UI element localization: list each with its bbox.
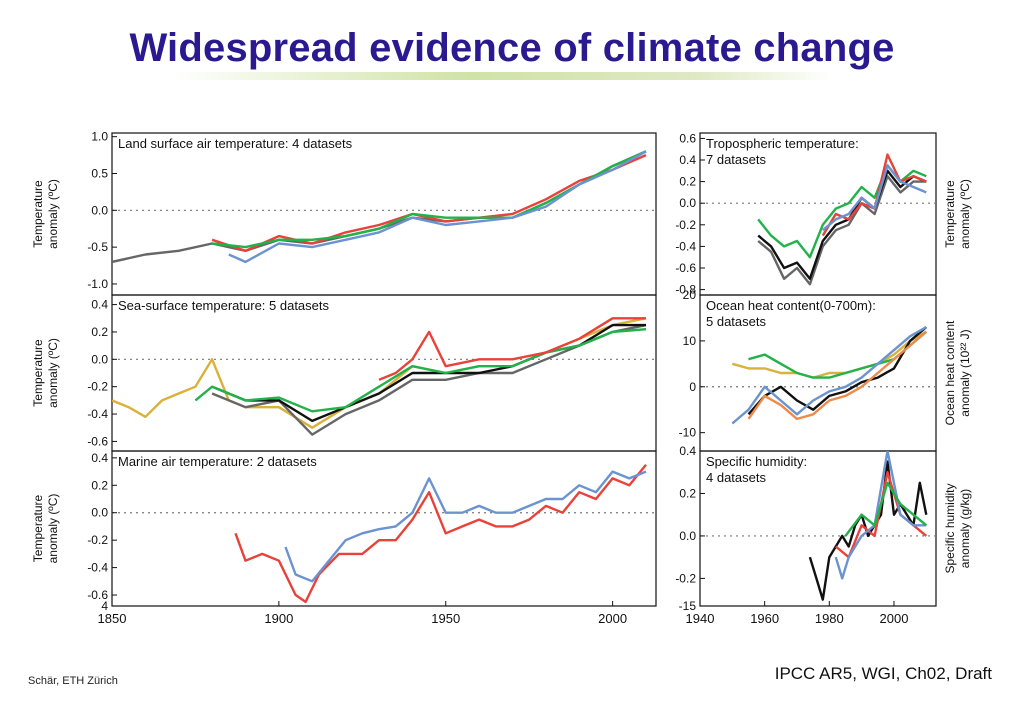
series-line-blue: [284, 470, 647, 583]
title-underline-bar: [172, 72, 832, 80]
panel-title: Marine air temperature: 2 datasets: [118, 454, 317, 469]
y-tick-label: 20: [683, 288, 697, 302]
panel-title: 4 datasets: [706, 470, 766, 485]
y-axis-label: Ocean heat content: [943, 320, 957, 425]
series-line-black: [757, 169, 927, 280]
y-tick-label: 0.0: [91, 203, 108, 217]
y-tick-label: -0.4: [675, 239, 696, 253]
x-tick-label: 1900: [264, 611, 293, 626]
chart-panel-1: 1.0 0.5 0.0 -0.5 -1.0 Land surface air temper…: [31, 130, 657, 296]
panel-title: 5 datasets: [706, 314, 766, 329]
y-tick-label: 0: [689, 380, 696, 394]
series-line-green: [844, 481, 928, 537]
y-tick-label: 0.5: [91, 167, 108, 181]
y-tick-label: -0.4: [87, 561, 108, 575]
series-line-gold: [112, 317, 647, 429]
y-tick-label: -0.8: [675, 283, 696, 297]
x-tick-label: 1980: [815, 611, 844, 626]
source-citation: IPCC AR5, WGI, Ch02, Draft: [774, 664, 992, 683]
series-line-gold: [731, 330, 927, 379]
panel-title: Tropospheric temperature:: [706, 136, 859, 151]
author-credit: Schär, ETH Zürich: [28, 675, 118, 687]
y-axis-label: anomaly (ºC): [46, 179, 60, 249]
y-tick-label: 0.4: [91, 451, 108, 465]
y-tick-label: -0.6: [87, 588, 108, 602]
panel-title: Specific humidity:: [706, 454, 807, 469]
series-line-black: [747, 326, 928, 416]
slide-title: Widespread evidence of climate change: [129, 26, 895, 70]
series-line-orange: [747, 330, 928, 421]
series-line-blue: [731, 326, 927, 425]
series-line-blue: [822, 164, 927, 232]
y-tick-label: -0.2: [87, 533, 108, 547]
y-axis-label: Specific humidity: [943, 483, 957, 573]
series-line-black: [808, 460, 928, 601]
chart-panel-4: 20 10 0 -10 Ocean heat content(0-700m):5 dat…: [679, 288, 972, 452]
y-axis-label: Temperature: [31, 339, 45, 407]
series-line-red: [211, 154, 647, 253]
series-line-red: [378, 317, 646, 381]
y-tick-label: 0.4: [679, 153, 696, 167]
series-line-gray: [112, 150, 647, 264]
panel-title: Land surface air temperature: 4 datasets: [118, 136, 353, 151]
series-line-red: [234, 463, 647, 604]
panel-title: 7 datasets: [706, 152, 766, 167]
series-line-gray: [757, 174, 927, 286]
x-tick-label: 1850: [98, 611, 127, 626]
y-tick-label-extra: -15: [679, 599, 697, 613]
y-axis-label: anomaly (ºC): [958, 179, 972, 249]
series-line-blue: [228, 150, 647, 264]
y-axis-label: anomaly (ºC): [46, 494, 60, 564]
y-tick-label: -0.6: [87, 434, 108, 448]
y-axis-label: Temperature: [31, 180, 45, 248]
y-axis-label: anomaly (10²² J): [958, 329, 972, 416]
plot-frame: [111, 294, 657, 452]
y-axis-label: anomaly (g/kg): [958, 489, 972, 568]
y-axis-label: Temperature: [31, 494, 45, 562]
y-tick-label: 0.0: [91, 506, 108, 520]
y-tick-label: 0.6: [679, 131, 696, 145]
plot-frame: [111, 450, 657, 607]
y-tick-label: -1.0: [87, 277, 108, 291]
y-tick-label: -0.2: [675, 218, 696, 232]
y-tick-label: 0.2: [679, 175, 696, 189]
x-tick-label: 2000: [598, 611, 627, 626]
series-line-green: [757, 164, 927, 259]
x-tick-label: 1960: [750, 611, 779, 626]
y-tick-label: -10: [679, 426, 697, 440]
y-tick-label: -0.5: [87, 240, 108, 254]
y-tick-label: -0.6: [675, 261, 696, 275]
y-tick-label: 0.2: [91, 478, 108, 492]
y-tick-label: -0.2: [87, 380, 108, 394]
y-tick-label: 0.2: [91, 325, 108, 339]
plot-frame: [699, 450, 937, 607]
y-tick-label: -0.4: [87, 407, 108, 421]
y-tick-label: 0.2: [679, 486, 696, 500]
y-axis-label: anomaly (ºC): [46, 338, 60, 408]
y-tick-label: 0.4: [679, 444, 696, 458]
panel-title: Sea-surface temperature: 5 datasets: [118, 298, 330, 313]
y-tick-label: -0.2: [675, 571, 696, 585]
y-tick-label: 0.0: [679, 529, 696, 543]
y-tick-label: 0.4: [91, 298, 108, 312]
y-tick-label: 10: [683, 334, 697, 348]
x-tick-label: 1950: [431, 611, 460, 626]
series-line-gray: [211, 323, 647, 436]
x-tick-label: 1940: [686, 611, 715, 626]
panel-title: Ocean heat content(0-700m):: [706, 298, 876, 313]
y-axis-label: Temperature: [943, 180, 957, 248]
plot-frame: [111, 132, 657, 296]
y-tick-label: 1.0: [91, 130, 108, 144]
y-tick-label-extra: 4: [101, 599, 108, 613]
chart-panel-3: 0.4 0.2 0.0 -0.2 -0.4 -0.6 Sea-surface tempera…: [31, 294, 657, 452]
y-tick-label: 0.0: [91, 352, 108, 366]
y-tick-label: 0.0: [679, 196, 696, 210]
chart-panel-2: 0.6 0.4 0.2 0.0 -0.2 -0.4 -0.6 -0.8 Tropospheric…: [675, 131, 972, 296]
x-tick-label: 2000: [880, 611, 909, 626]
series-line-green: [194, 328, 647, 413]
series-line-green: [211, 150, 647, 249]
